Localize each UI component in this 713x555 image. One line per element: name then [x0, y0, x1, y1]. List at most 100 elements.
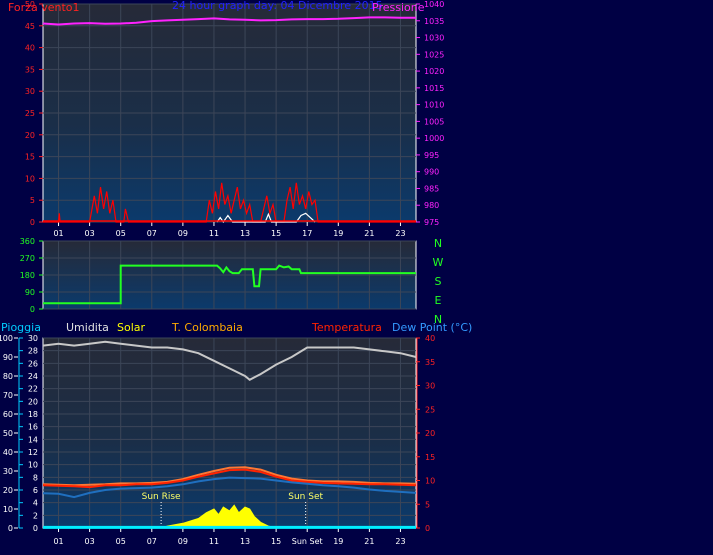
y-left-tick-label: 20: [25, 131, 35, 140]
temperature-tick-label: 15: [425, 453, 435, 462]
humidity-tick-label: 40: [3, 448, 13, 457]
x-tick-label: 23: [395, 537, 405, 546]
y-right-tick-label: 1005: [424, 117, 444, 126]
sun-event-label: Sun Set: [288, 492, 323, 502]
temperature-tick-label: 10: [425, 477, 435, 486]
y-left-tick-label: 35: [25, 65, 35, 74]
compass-label: E: [435, 294, 442, 307]
series-line-pressione: [42, 16, 416, 26]
x-tick-label: 03: [85, 229, 95, 238]
compass-label: S: [435, 275, 442, 288]
x-tick-label: 07: [147, 229, 157, 238]
rain-tick-label: 8: [33, 473, 38, 482]
series-line-dew-point: [42, 476, 417, 499]
x-tick-label: 19: [333, 229, 343, 238]
series-line-umidita: [42, 340, 417, 381]
x-tick-label: 21: [364, 229, 374, 238]
direction-tick-label: 90: [25, 288, 35, 297]
x-tick-label: Sun Set: [292, 537, 323, 546]
humidity-tick-label: 90: [3, 353, 13, 362]
x-tick-label: 15: [271, 537, 281, 546]
rain-tick-label: 24: [28, 372, 38, 381]
x-tick-label: 17: [302, 229, 312, 238]
temperature-tick-label: 0: [425, 524, 430, 533]
panel3-plot-area: [42, 337, 417, 529]
y-left-tick-label: 40: [25, 44, 35, 53]
rain-tick-label: 20: [28, 397, 38, 406]
rain-tick-label: 12: [28, 448, 38, 457]
y-left-tick-label: 50: [25, 0, 35, 9]
y-right-tick-label: 995: [424, 151, 439, 160]
y-right-tick-label: 1010: [424, 101, 444, 110]
x-tick-label: 21: [364, 537, 374, 546]
rain-tick-label: 6: [33, 486, 38, 495]
y-right-tick-label: 975: [424, 218, 439, 227]
rain-tick-label: 18: [28, 410, 38, 419]
y-right-tick-label: 1015: [424, 84, 444, 93]
temperature-tick-label: 40: [425, 334, 435, 343]
temperature-tick-label: 30: [425, 382, 435, 391]
y-right-tick-label: 985: [424, 184, 439, 193]
legend-solar: Solar: [117, 321, 146, 334]
x-tick-label: 23: [395, 229, 405, 238]
x-tick-label: 05: [116, 229, 126, 238]
y-right-tick-label: 1040: [424, 0, 444, 9]
compass-label: W: [433, 256, 444, 269]
legend-t-colombaia: T. Colombaia: [171, 321, 243, 334]
series-line-raffica: [216, 212, 316, 224]
temperature-tick-label: 25: [425, 405, 435, 414]
x-tick-label: 03: [85, 537, 95, 546]
legend-temperatura: Temperatura: [311, 321, 382, 334]
y-left-tick-label: 45: [25, 22, 35, 31]
temperature-tick-label: 35: [425, 358, 435, 367]
direction-tick-label: 0: [30, 305, 35, 314]
humidity-tick-label: 50: [3, 429, 13, 438]
temperature-tick-label: 5: [425, 500, 430, 509]
x-tick-label: 07: [147, 537, 157, 546]
direction-tick-label: 180: [20, 271, 35, 280]
direction-tick-label: 270: [20, 254, 35, 263]
x-tick-label: 13: [240, 229, 250, 238]
humidity-tick-label: 10: [3, 505, 13, 514]
y-left-tick-label: 15: [25, 153, 35, 162]
x-tick-label: 11: [209, 537, 219, 546]
x-tick-label: 01: [53, 537, 63, 546]
x-tick-label: 13: [240, 537, 250, 546]
rain-tick-label: 22: [28, 385, 38, 394]
rain-tick-label: 16: [28, 423, 38, 432]
rain-tick-label: 28: [28, 347, 38, 356]
y-left-tick-label: 10: [25, 174, 35, 183]
temperature-tick-label: 20: [425, 429, 435, 438]
rain-tick-label: 10: [28, 461, 38, 470]
y-right-tick-label: 980: [424, 201, 439, 210]
compass-label: N: [434, 237, 442, 250]
sun-event-label: Sun Rise: [142, 492, 181, 502]
y-right-tick-label: 1035: [424, 17, 444, 26]
humidity-tick-label: 30: [3, 467, 13, 476]
legend-dew-point: Dew Point (°C): [392, 321, 472, 334]
x-tick-label: 09: [178, 537, 188, 546]
x-tick-label: 15: [271, 229, 281, 238]
humidity-tick-label: 60: [3, 410, 13, 419]
y-right-tick-label: 1020: [424, 67, 444, 76]
series-line-temperatura: [42, 468, 417, 489]
y-left-tick-label: 5: [30, 196, 35, 205]
chart-title: 24 hour graph day: 04 Dicembre 2015: [172, 0, 383, 12]
rain-tick-label: 0: [33, 524, 38, 533]
compass-label: N: [434, 313, 442, 326]
y-right-tick-label: 1000: [424, 134, 444, 143]
x-tick-label: 11: [209, 229, 219, 238]
pressure-axis-label: Pressione: [372, 1, 425, 14]
wind-axis-label: Forza vento1: [8, 1, 80, 14]
humidity-tick-label: 100: [0, 334, 13, 343]
humidity-tick-label: 80: [3, 372, 13, 381]
y-left-tick-label: 30: [25, 87, 35, 96]
humidity-tick-label: 20: [3, 486, 13, 495]
y-right-tick-label: 990: [424, 168, 439, 177]
x-tick-label: 05: [116, 537, 126, 546]
rain-tick-label: 26: [28, 359, 38, 368]
y-left-tick-label: 25: [25, 109, 35, 118]
series-line-direction: [43, 264, 416, 305]
rain-tick-label: 4: [33, 499, 38, 508]
